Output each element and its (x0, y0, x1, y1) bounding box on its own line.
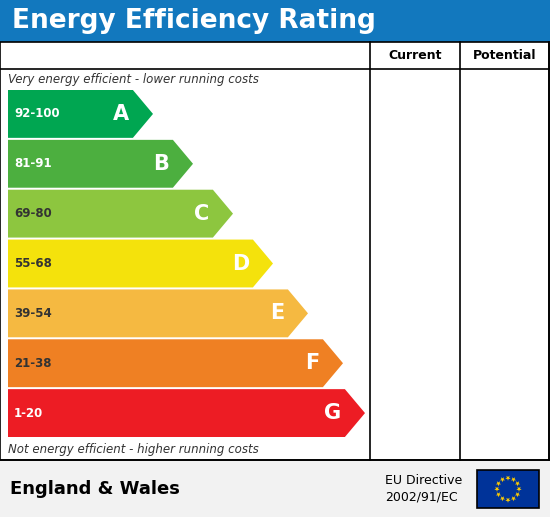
Polygon shape (505, 498, 510, 503)
Polygon shape (8, 190, 233, 238)
Text: D: D (232, 253, 249, 273)
Text: G: G (324, 403, 341, 423)
Text: Energy Efficiency Rating: Energy Efficiency Rating (12, 8, 376, 34)
Text: 69-80: 69-80 (14, 207, 52, 220)
Text: England & Wales: England & Wales (10, 479, 180, 497)
Text: 21-38: 21-38 (14, 357, 52, 370)
Polygon shape (8, 290, 308, 337)
Polygon shape (511, 496, 516, 501)
Text: Very energy efficient - lower running costs: Very energy efficient - lower running co… (8, 72, 259, 85)
Bar (0, 42, 549, 460)
Polygon shape (500, 477, 505, 482)
Text: EU Directive: EU Directive (385, 474, 462, 487)
Polygon shape (500, 496, 505, 501)
Polygon shape (496, 492, 501, 497)
Bar (0, 0, 550, 42)
Polygon shape (505, 476, 510, 481)
Text: E: E (270, 303, 284, 323)
Text: 39-54: 39-54 (14, 307, 52, 320)
Text: B: B (153, 154, 169, 174)
Polygon shape (8, 140, 193, 188)
Text: C: C (194, 204, 209, 224)
Polygon shape (496, 481, 501, 486)
Polygon shape (516, 486, 521, 492)
Text: 2002/91/EC: 2002/91/EC (385, 490, 458, 503)
Text: 1-20: 1-20 (14, 406, 43, 420)
Text: 92-100: 92-100 (14, 108, 59, 120)
Polygon shape (8, 90, 153, 138)
Bar (477, 470, 539, 508)
Polygon shape (8, 339, 343, 387)
Text: Not energy efficient - higher running costs: Not energy efficient - higher running co… (8, 443, 258, 455)
Polygon shape (515, 481, 520, 486)
Text: 55-68: 55-68 (14, 257, 52, 270)
Text: 81-91: 81-91 (14, 157, 52, 170)
Text: Current: Current (388, 49, 442, 62)
Text: F: F (305, 353, 319, 373)
Text: A: A (113, 104, 129, 124)
Text: Potential: Potential (473, 49, 536, 62)
Polygon shape (8, 389, 365, 437)
Bar (0, 460, 550, 517)
Polygon shape (494, 486, 499, 492)
Polygon shape (511, 477, 516, 482)
Polygon shape (8, 239, 273, 287)
Polygon shape (515, 492, 520, 497)
